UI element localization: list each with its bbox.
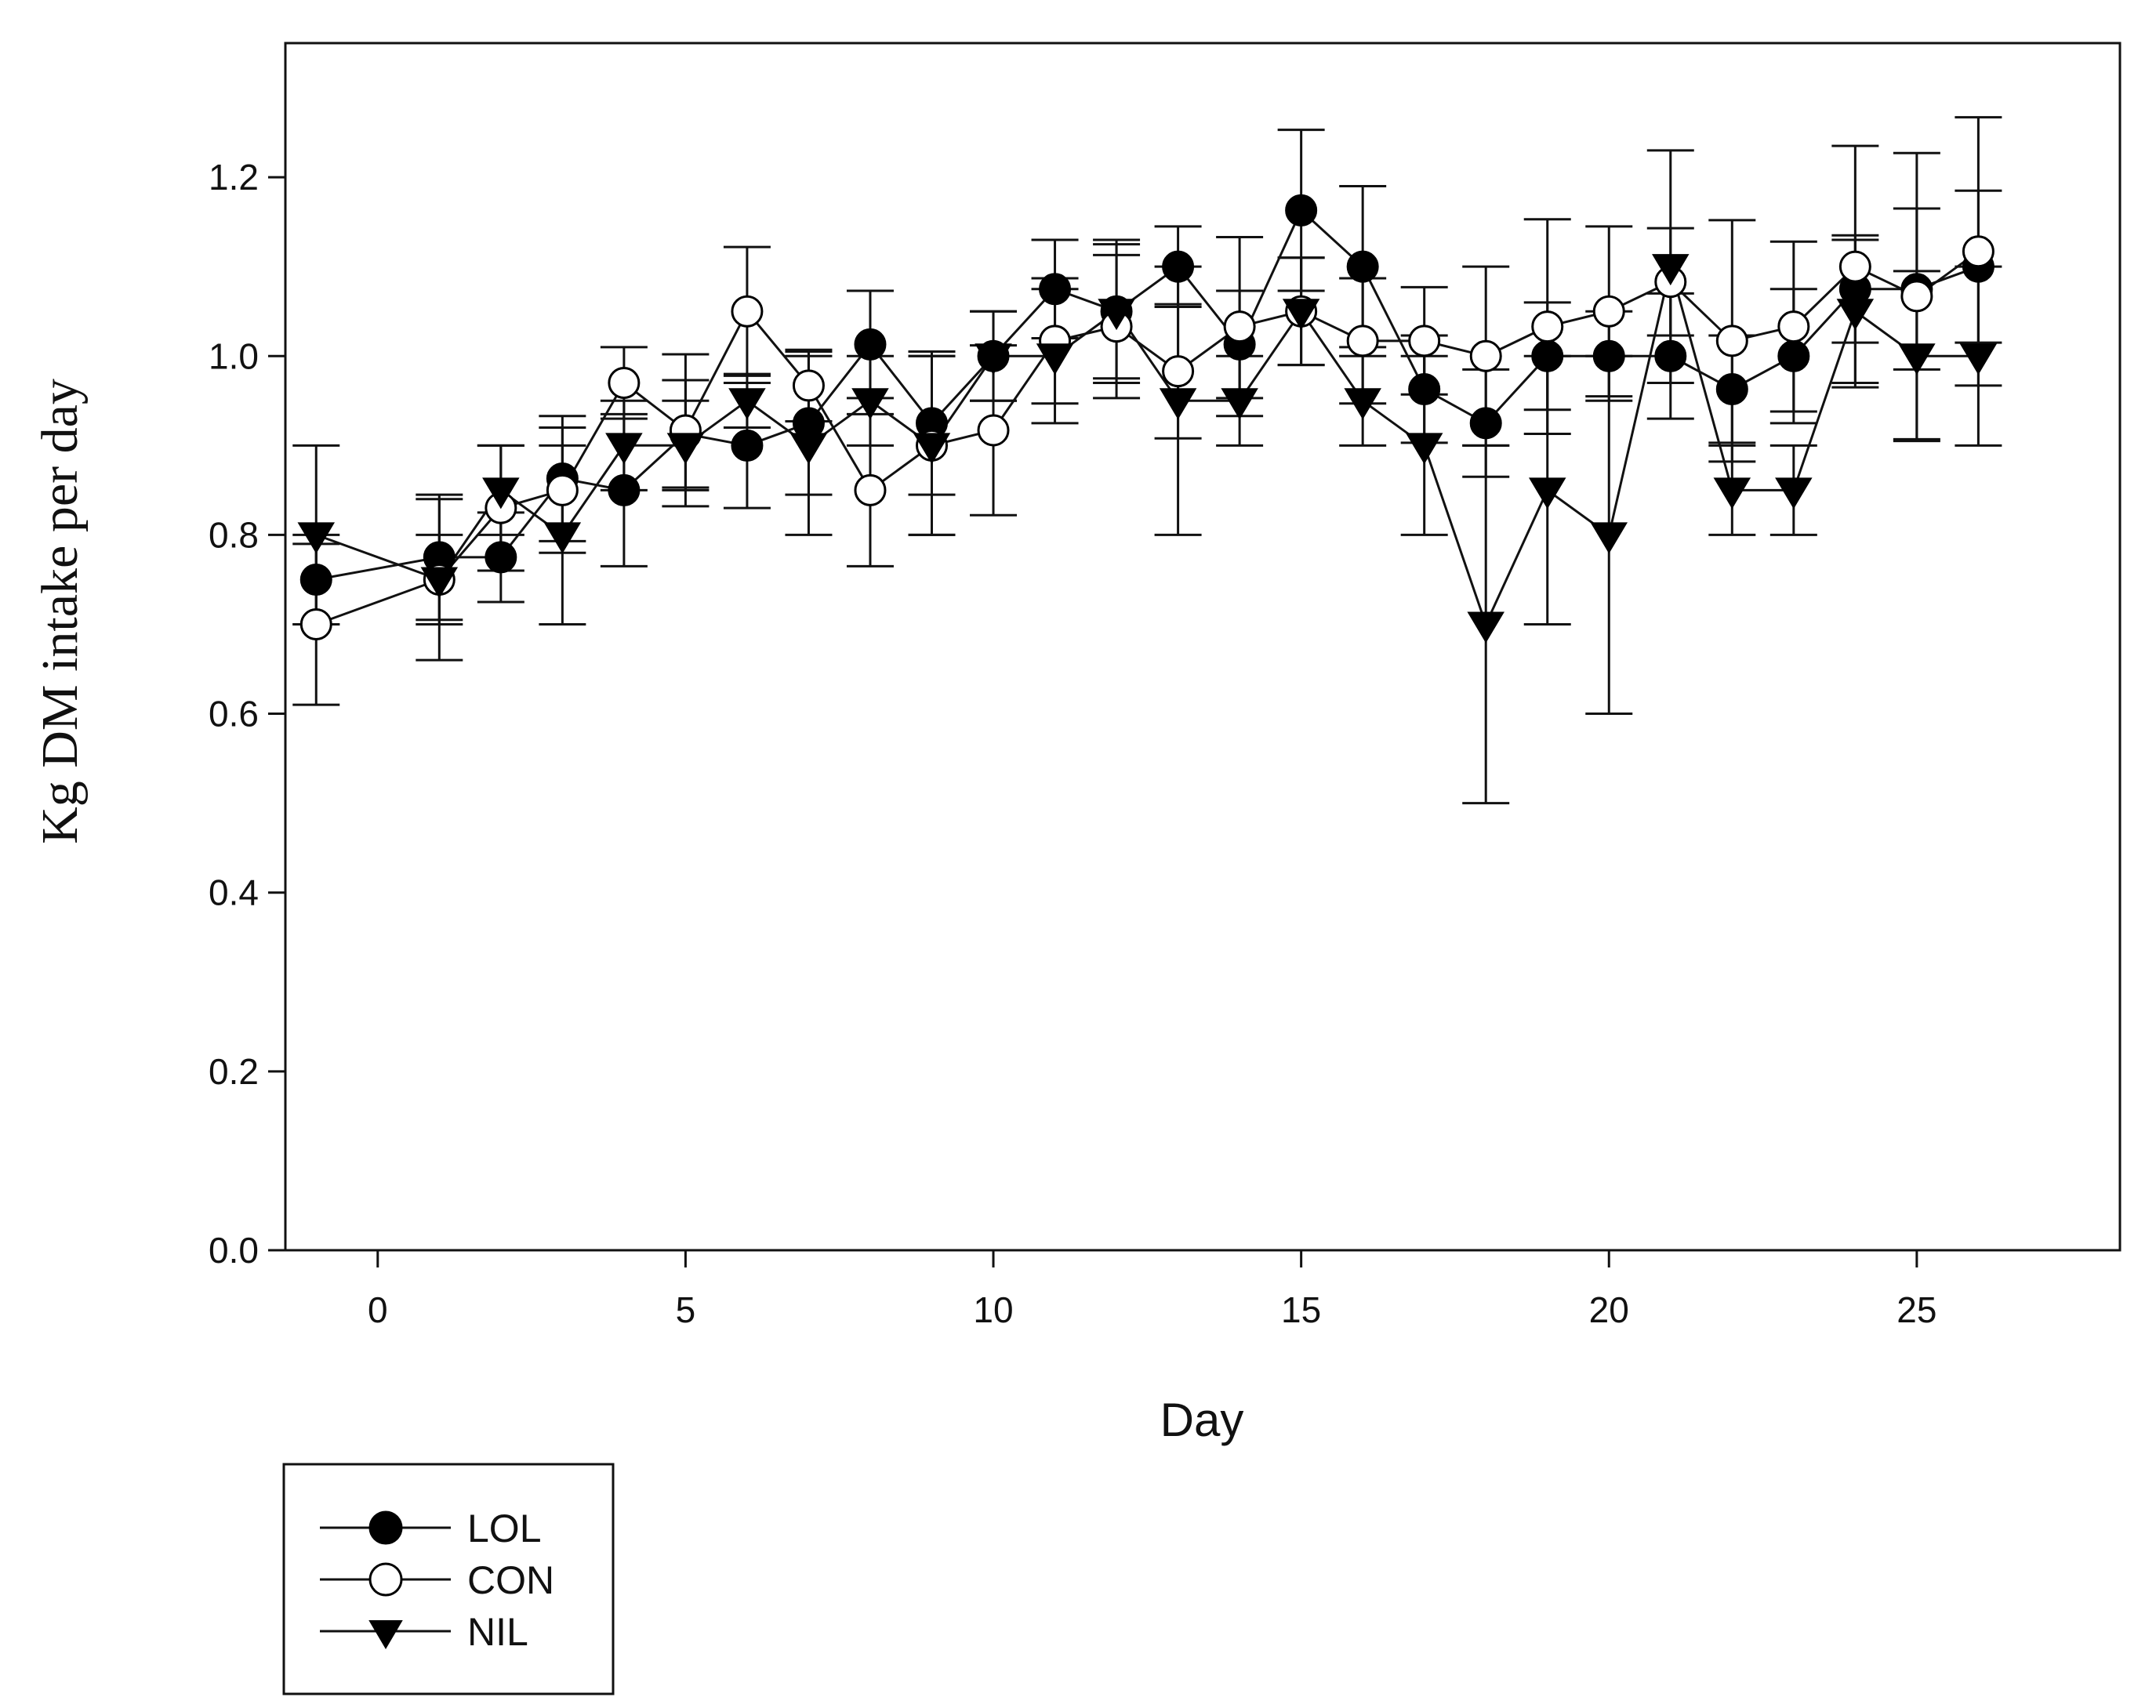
data-point-con bbox=[792, 369, 825, 402]
data-point-nil bbox=[728, 388, 766, 420]
data-point-con bbox=[299, 607, 332, 640]
data-point-lol bbox=[299, 563, 332, 596]
data-point-nil bbox=[1159, 388, 1197, 420]
legend-entry-lol: LOL bbox=[320, 1507, 542, 1550]
data-point-nil bbox=[1098, 299, 1135, 331]
data-point-nil bbox=[1221, 388, 1258, 420]
data-point-lol bbox=[1346, 250, 1379, 283]
data-point-lol bbox=[1162, 250, 1195, 283]
data-point-nil bbox=[975, 343, 1012, 375]
data-point-nil bbox=[789, 433, 828, 465]
data-point-nil bbox=[1898, 343, 1936, 375]
data-point-nil bbox=[1775, 477, 1813, 509]
data-point-con bbox=[1346, 325, 1379, 357]
y-tick-label: 1.2 bbox=[209, 157, 259, 198]
x-tick-label: 5 bbox=[676, 1289, 696, 1330]
legend-marker-nil bbox=[368, 1620, 403, 1649]
legend: LOL CON NIL bbox=[282, 1463, 615, 1695]
data-point-con bbox=[1469, 339, 1502, 372]
data-point-nil bbox=[913, 433, 951, 465]
data-point-nil bbox=[1652, 254, 1690, 286]
legend-marker-lol bbox=[368, 1510, 403, 1545]
data-point-nil bbox=[420, 567, 459, 599]
data-point-lol bbox=[485, 541, 517, 574]
data-point-nil bbox=[1590, 522, 1628, 554]
plot-area-frame bbox=[284, 42, 2122, 1252]
legend-label-lol: LOL bbox=[467, 1507, 542, 1550]
y-tick-label: 0.6 bbox=[209, 694, 259, 734]
data-point-nil bbox=[1036, 343, 1074, 375]
legend-label-nil: NIL bbox=[467, 1610, 528, 1654]
data-point-con bbox=[1838, 250, 1871, 283]
data-point-lol bbox=[1039, 273, 1072, 306]
data-point-con bbox=[1592, 295, 1625, 328]
data-point-nil bbox=[851, 388, 889, 420]
data-point-lol bbox=[1531, 339, 1564, 372]
data-point-con bbox=[1962, 235, 1994, 268]
data-point-con bbox=[1408, 325, 1441, 357]
data-point-nil bbox=[1467, 611, 1504, 644]
legend-entry-con: CON bbox=[320, 1558, 554, 1602]
y-tick-label: 1.0 bbox=[209, 335, 259, 376]
data-point-con bbox=[1531, 310, 1564, 343]
y-tick-label: 0.4 bbox=[209, 872, 259, 913]
data-point-lol bbox=[1592, 339, 1625, 372]
data-point-lol bbox=[1777, 339, 1810, 372]
data-point-nil bbox=[1405, 433, 1443, 465]
x-tick-label: 0 bbox=[368, 1289, 388, 1330]
y-tick-label: 0.2 bbox=[209, 1051, 259, 1092]
data-point-nil bbox=[605, 433, 643, 465]
data-point-lol bbox=[1469, 407, 1502, 440]
data-point-nil bbox=[1282, 299, 1320, 331]
data-point-nil bbox=[1713, 477, 1751, 509]
data-point-con bbox=[731, 295, 764, 328]
data-point-lol bbox=[854, 328, 887, 361]
y-axis-label: Kg DM intake per day bbox=[31, 379, 89, 844]
data-point-con bbox=[1900, 280, 1933, 313]
legend-marker-con bbox=[368, 1562, 403, 1597]
data-point-con bbox=[608, 366, 641, 399]
data-point-nil bbox=[666, 433, 705, 465]
data-point-lol bbox=[1715, 372, 1748, 405]
data-point-nil bbox=[1528, 477, 1566, 509]
y-tick-label: 0.0 bbox=[209, 1230, 259, 1271]
data-point-nil bbox=[1959, 343, 1998, 375]
x-tick-label: 10 bbox=[973, 1289, 1013, 1330]
data-point-con bbox=[1777, 310, 1810, 343]
x-axis-label: Day bbox=[1160, 1394, 1244, 1446]
data-point-con bbox=[1223, 310, 1256, 343]
data-point-nil bbox=[1344, 388, 1381, 420]
x-tick-label: 20 bbox=[1589, 1289, 1629, 1330]
legend-entry-nil: NIL bbox=[320, 1610, 528, 1654]
x-tick-label: 15 bbox=[1281, 1289, 1321, 1330]
data-point-con bbox=[854, 473, 887, 506]
data-point-lol bbox=[1654, 339, 1687, 372]
data-point-lol bbox=[1408, 372, 1441, 405]
data-point-nil bbox=[297, 522, 336, 554]
data-point-lol bbox=[608, 473, 641, 506]
data-point-nil bbox=[1836, 299, 1875, 331]
data-point-con bbox=[1162, 355, 1195, 388]
data-point-nil bbox=[543, 522, 582, 554]
data-point-con bbox=[1715, 325, 1748, 357]
series-markers bbox=[297, 194, 1998, 644]
data-point-lol bbox=[1285, 194, 1318, 227]
x-tick-label: 25 bbox=[1896, 1289, 1936, 1330]
legend-label-con: CON bbox=[467, 1558, 554, 1602]
data-point-nil bbox=[482, 477, 520, 509]
data-point-con bbox=[546, 473, 579, 506]
data-point-lol bbox=[731, 429, 764, 462]
data-point-con bbox=[977, 414, 1010, 447]
axes: 0.0 0.2 0.4 0.6 0.8 1.0 1.2 0 5 10 15 20 25 bbox=[209, 157, 1936, 1330]
y-tick-label: 0.8 bbox=[209, 514, 259, 555]
